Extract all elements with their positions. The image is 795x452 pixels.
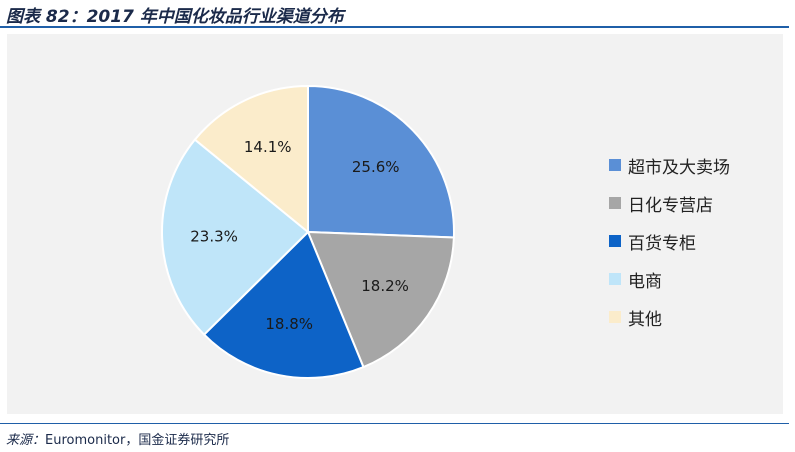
slice-value-label: 18.2%	[361, 277, 409, 295]
pie-slice	[193, 84, 309, 235]
slice-value-label: 23.3%	[190, 227, 238, 245]
legend-item: 日化专营店	[609, 184, 730, 222]
pie-slice	[161, 138, 310, 337]
legend-label: 超市及大卖场	[628, 157, 730, 178]
pie-slice	[307, 84, 455, 239]
title-divider	[0, 26, 789, 28]
legend-label: 其他	[628, 309, 662, 330]
legend-label: 百货专柜	[628, 233, 696, 254]
legend-label: 日化专营店	[628, 195, 713, 216]
slice-value-label: 14.1%	[244, 138, 292, 156]
legend-swatch	[609, 159, 621, 171]
legend-swatch	[609, 311, 621, 323]
legend-item: 超市及大卖场	[609, 146, 730, 184]
legend-item: 电商	[609, 260, 730, 298]
legend-item: 其他	[609, 298, 730, 336]
slice-value-label: 18.8%	[265, 315, 313, 333]
figure-title: 图表 82：2017 年中国化妆品行业渠道分布	[6, 7, 344, 27]
legend-swatch	[609, 273, 621, 285]
source-label: 来源：	[6, 433, 46, 448]
legend-label: 电商	[628, 271, 662, 292]
slice-value-label: 25.6%	[352, 158, 400, 176]
legend: 超市及大卖场 日化专营店百货专柜电商其他	[609, 146, 730, 336]
pie-slice	[306, 230, 455, 369]
legend-swatch	[609, 235, 621, 247]
pie-slice	[202, 230, 365, 379]
legend-item: 百货专柜	[609, 222, 730, 260]
legend-swatch	[609, 197, 621, 209]
source-note: 来源：Euromonitor，国金证券研究所	[6, 429, 229, 448]
source-text: Euromonitor，国金证券研究所	[45, 433, 230, 448]
footer-divider	[0, 423, 789, 424]
